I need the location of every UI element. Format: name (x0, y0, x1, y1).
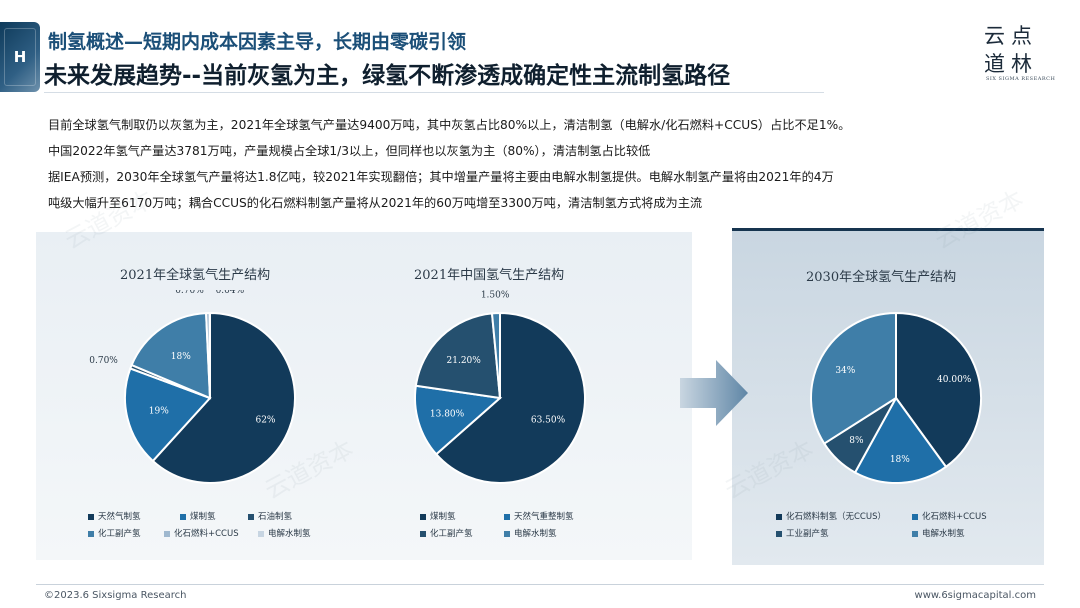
legend-label: 化工副产氢 (430, 529, 473, 539)
slice-label: 0.70% (175, 290, 204, 296)
slice-label: 0.70% (89, 356, 118, 366)
legend-swatch (776, 530, 782, 537)
slice-label: 62% (255, 415, 275, 425)
legend-item: 化石燃料制氢（无CCUS） (776, 510, 886, 522)
slice-label: 19% (149, 407, 169, 417)
slice-label: 63.50% (531, 416, 566, 426)
pie-slice (434, 311, 586, 484)
footer-divider (36, 584, 1044, 585)
slice-label: 21.20% (447, 356, 482, 366)
legend-label: 化工副产氢 (98, 529, 141, 539)
legend-swatch (420, 513, 426, 520)
legend-swatch (504, 530, 510, 537)
legend-swatch (88, 530, 94, 537)
legend-swatch (164, 530, 170, 537)
legend-label: 天然气制氢 (98, 512, 141, 522)
pie-slice (853, 396, 948, 484)
chart-title-china-2021: 2021年中国氢气生产结构 (414, 268, 565, 283)
legend-item: 煤制氢 (420, 510, 456, 522)
title-divider (44, 92, 824, 93)
pie-chart-global-2030: 40.00% 18% 8% 34% (810, 311, 982, 484)
section-title: 制氢概述—短期内成本因素主导，长期由零碳引领 (48, 31, 467, 53)
pie-chart-global-2021: 62% 19% 0.70% 18% 0.70% 0.04% (89, 290, 296, 484)
logo-line-3: SIX SIGMA RESEARCH (986, 76, 1056, 82)
summary-text: 目前全球氢气制取仍以灰氢为主，2021年全球氢气产量达9400万吨，其中灰氢占比… (48, 112, 1058, 216)
slice-label: 18% (171, 352, 191, 362)
logo-line-2: 道林 (984, 52, 1038, 76)
legend-item: 天然气重整制氢 (504, 510, 574, 522)
page-title: 未来发展趋势--当前灰氢为主，绿氢不断渗透成确定性主流制氢路径 (44, 63, 731, 89)
summary-line: 中国2022年氢气产量达3781万吨，产量规模占全球1/3以上，但同样也以灰氢为… (48, 144, 651, 158)
legend-item: 石油制氢 (248, 510, 292, 522)
arrow-right-icon (680, 360, 748, 426)
slice-label: 8% (849, 436, 864, 446)
legend-swatch (776, 513, 782, 520)
legend-item: 化工副产氢 (88, 527, 141, 539)
slice-label: 18% (890, 455, 910, 465)
pie-slice (124, 367, 212, 463)
footer-website: www.6sigmacapital.com (914, 590, 1036, 601)
legend-item: 工业副产氢 (776, 527, 829, 539)
legend-label: 石油制氢 (258, 512, 293, 522)
pie-slice (151, 311, 296, 484)
hydrogen-icon: H (13, 48, 27, 66)
summary-line: 目前全球氢气制取仍以灰氢为主，2021年全球氢气产量达9400万吨，其中灰氢占比… (48, 118, 851, 132)
legend-label: 煤制氢 (430, 512, 456, 522)
legend-swatch (912, 513, 918, 520)
legend-item: 电解水制氢 (504, 527, 557, 539)
legend-item: 煤制氢 (180, 510, 216, 522)
legend-item: 化石燃料+CCUS (912, 510, 987, 522)
legend-label: 化石燃料+CCUS (922, 512, 987, 522)
legend-swatch (504, 513, 510, 520)
pie-slice (810, 311, 897, 445)
legend-swatch (258, 530, 264, 537)
pie-slice (414, 384, 503, 456)
legend-swatch (420, 530, 426, 537)
legend-china-2021: 煤制氢 天然气重整制氢 化工副产氢 电解水制氢 (420, 510, 660, 544)
pie-slice (130, 312, 212, 400)
legend-item: 化石燃料+CCUS (164, 527, 239, 539)
legend-swatch (180, 513, 186, 520)
legend-item: 电解水制氢 (258, 527, 311, 539)
legend-label: 工业副产氢 (786, 529, 829, 539)
slice-label: 40.00% (937, 375, 972, 385)
badge-frame (4, 28, 36, 86)
slice-label: 13.80% (430, 410, 465, 420)
chart-title-global-2021: 2021年全球氢气生产结构 (120, 268, 271, 283)
pie-chart-china-2021: 63.50% 13.80% 21.20% 1.50% (414, 290, 586, 484)
legend-item: 化工副产氢 (420, 527, 473, 539)
chart-title-global-2030: 2030年全球氢气生产结构 (806, 270, 957, 285)
legend-global-2021: 天然气制氢 煤制氢 石油制氢 化工副产氢 化石燃料+CCUS 电解水制氢 (88, 510, 348, 544)
legend-global-2030: 化石燃料制氢（无CCUS） 化石燃料+CCUS 工业副产氢 电解水制氢 (776, 510, 1036, 544)
slice-label: 1.50% (481, 290, 510, 300)
legend-label: 化石燃料制氢（无CCUS） (786, 512, 886, 522)
legend-label: 天然气重整制氢 (514, 512, 574, 522)
slice-label: 34% (835, 366, 855, 376)
legend-label: 煤制氢 (190, 512, 216, 522)
legend-item: 电解水制氢 (912, 527, 965, 539)
pie-slice (490, 311, 501, 399)
summary-line: 吨级大幅升至6170万吨；耦合CCUS的化石燃料制氢产量将从2021年的60万吨… (48, 196, 703, 210)
legend-label: 电解水制氢 (268, 529, 311, 539)
legend-label: 电解水制氢 (514, 529, 557, 539)
legend-swatch (248, 513, 254, 520)
legend-swatch (912, 530, 918, 537)
pie-slice (895, 311, 982, 469)
legend-label: 电解水制氢 (922, 529, 965, 539)
footer-copyright: ©2023.6 Sixsigma Research (44, 590, 187, 601)
slice-label: 0.04% (216, 290, 245, 296)
pie-slice (414, 312, 502, 400)
legend-item: 天然气制氢 (88, 510, 141, 522)
logo-line-1: 云点 (984, 24, 1038, 48)
legend-swatch (88, 513, 94, 520)
legend-label: 化石燃料+CCUS (174, 529, 239, 539)
section-badge: H (0, 22, 40, 92)
summary-line: 据IEA预测，2030年全球氢气产量将达1.8亿吨，较2021年实现翻倍；其中增… (48, 170, 834, 184)
brand-logo: 云点 道林 SIX SIGMA RESEARCH (982, 18, 1056, 88)
